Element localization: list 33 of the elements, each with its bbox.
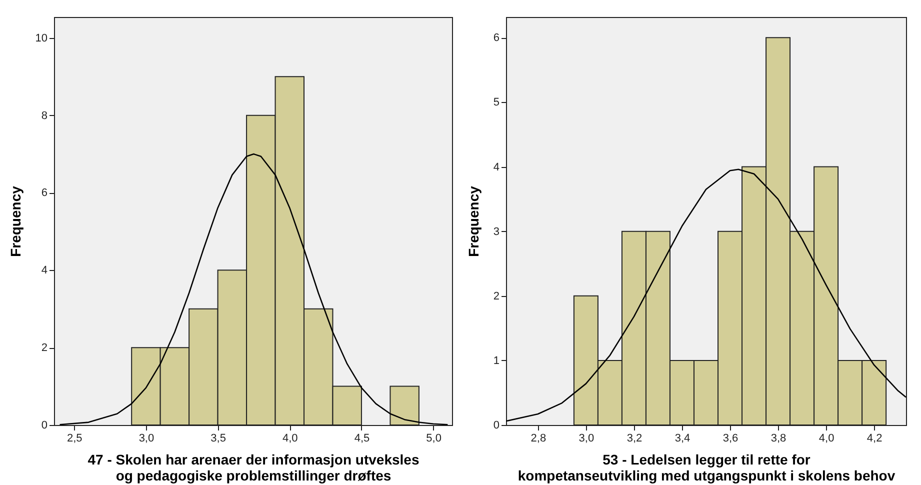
- y-tick-label: 4: [493, 161, 500, 174]
- x-tick-label: 3,2: [626, 432, 642, 444]
- x-tick-label: 4,5: [354, 432, 370, 444]
- x-tick-label: 2,8: [530, 432, 546, 444]
- y-tick-label: 6: [493, 32, 500, 44]
- y-tick-label: 0: [493, 420, 500, 432]
- x-tick-label: 3,4: [674, 432, 690, 444]
- y-axis-title: Frequency: [7, 186, 24, 257]
- x-tick-label: 3,8: [770, 432, 786, 444]
- x-tick-label: 3,0: [578, 432, 594, 444]
- y-tick-label: 1: [493, 354, 500, 367]
- y-tick-label: 6: [41, 187, 48, 200]
- y-tick-label: 8: [41, 110, 48, 122]
- y-tick-label: 2: [493, 290, 500, 302]
- x-tick-label: 2,5: [66, 432, 82, 444]
- x-axis-title: 47 - Skolen har arenaer der informasjon utveksles og pedagogiske problemstillinger drøftes: [88, 452, 420, 484]
- x-tick-label: 5,0: [426, 432, 442, 444]
- x-tick-label: 3,5: [210, 432, 226, 444]
- line-series: [506, 168, 906, 422]
- x-tick-label: 3,6: [722, 432, 738, 444]
- line-series: [59, 153, 448, 425]
- y-tick-label: 2: [41, 342, 48, 354]
- y-tick-label: 5: [493, 96, 500, 109]
- y-tick-label: 10: [35, 32, 48, 44]
- x-tick-label: 3,0: [138, 432, 154, 444]
- x-axis-title: 53 - Ledelsen legger til rette for kompetanseutvikling med utgangspunkt i skolens behov: [518, 452, 896, 484]
- x-tick-label: 4,2: [866, 432, 882, 444]
- x-tick-label: 4,0: [282, 432, 298, 444]
- y-tick-label: 3: [493, 226, 500, 238]
- x-tick-label: 4,0: [818, 432, 834, 444]
- y-axis-title: Frequency: [465, 186, 482, 257]
- y-tick-label: 4: [41, 264, 48, 277]
- y-tick-label: 0: [41, 420, 48, 432]
